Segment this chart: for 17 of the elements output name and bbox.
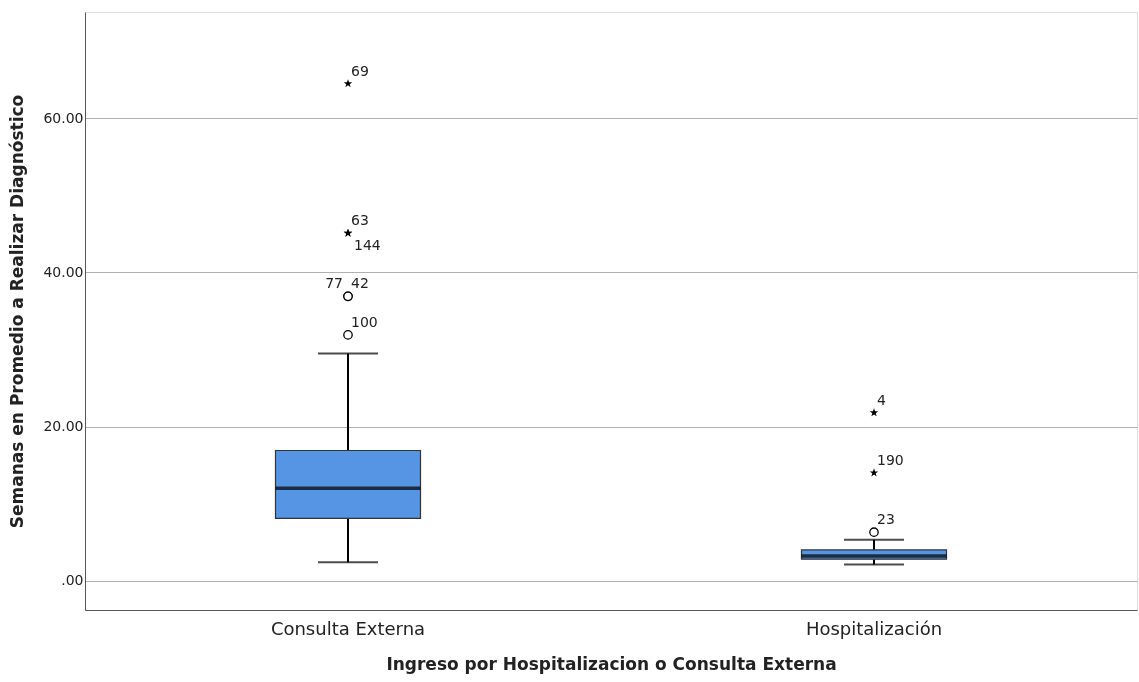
y-tick-label: 60.00 xyxy=(43,109,84,126)
y-tick-label: .00 xyxy=(61,572,84,589)
annotation: 42 xyxy=(351,275,369,292)
y-tick-label: 40.00 xyxy=(43,263,84,280)
x-axis-title: Ingreso por Hospitalizacion o Consulta Externa xyxy=(386,653,837,674)
annotation: 69 xyxy=(351,62,369,79)
y-tick-label: 20.00 xyxy=(43,418,84,435)
annotation: 4 xyxy=(877,391,886,408)
annotation: 100 xyxy=(351,313,378,330)
annotation: 63 xyxy=(351,212,369,229)
annotation: 190 xyxy=(877,451,904,468)
annotation: 23 xyxy=(877,511,895,528)
x-tick-label: Consulta Externa xyxy=(270,617,426,639)
annotation: 77 xyxy=(325,275,343,292)
annotation: 144 xyxy=(354,237,381,254)
x-tick-label: Hospitalización xyxy=(805,617,943,639)
y-axis-title: Semanas en Promedio a Realizar Diagnóstico xyxy=(7,94,28,529)
